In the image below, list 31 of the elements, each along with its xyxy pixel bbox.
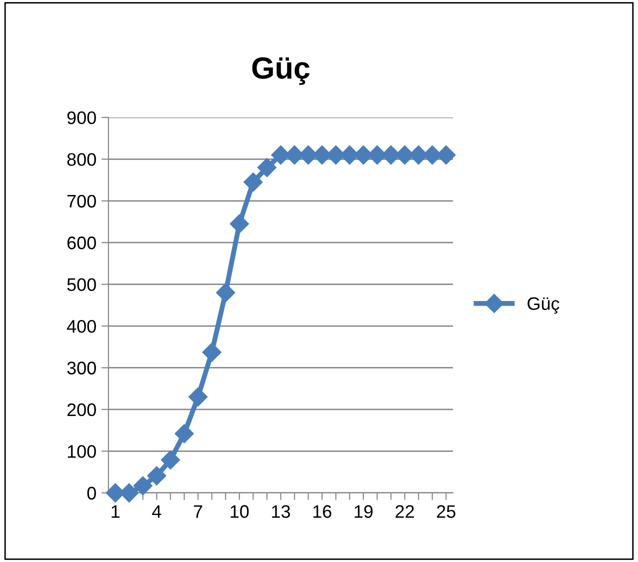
x-tick-label: 19 xyxy=(354,505,373,518)
point xyxy=(257,158,276,178)
y-tick-label: 800 xyxy=(67,153,96,166)
point xyxy=(188,387,208,406)
x-tick-label: 16 xyxy=(313,505,332,518)
point xyxy=(244,172,263,192)
y-tick-label: 400 xyxy=(66,320,96,333)
point xyxy=(202,342,222,362)
y-tick-label: 700 xyxy=(67,194,96,208)
y-tick-label: 0 xyxy=(87,486,96,500)
x-tick-label: 7 xyxy=(194,505,202,518)
point xyxy=(147,466,166,486)
x-tick-label: 13 xyxy=(272,505,290,518)
y-tick-label: 300 xyxy=(67,362,96,374)
x-tick-label: 25 xyxy=(436,505,456,518)
y-tick-label: 100 xyxy=(68,445,96,458)
point xyxy=(160,450,180,470)
y-tick-label: 200 xyxy=(67,403,96,416)
x-tick-label: 22 xyxy=(396,505,414,518)
x-tick-label: 4 xyxy=(152,505,162,518)
x-tick-label: 10 xyxy=(230,505,249,518)
y-tick-label: 600 xyxy=(67,236,96,250)
point xyxy=(133,476,152,496)
x-tick-label: 1 xyxy=(112,505,120,518)
y-tick-label: 900 xyxy=(67,111,96,124)
chart-title: Güç xyxy=(252,57,310,85)
point xyxy=(230,214,249,234)
legend-label: Güç xyxy=(528,297,560,314)
point xyxy=(174,424,194,444)
y-tick-label: 500 xyxy=(67,278,96,292)
point xyxy=(216,283,236,302)
